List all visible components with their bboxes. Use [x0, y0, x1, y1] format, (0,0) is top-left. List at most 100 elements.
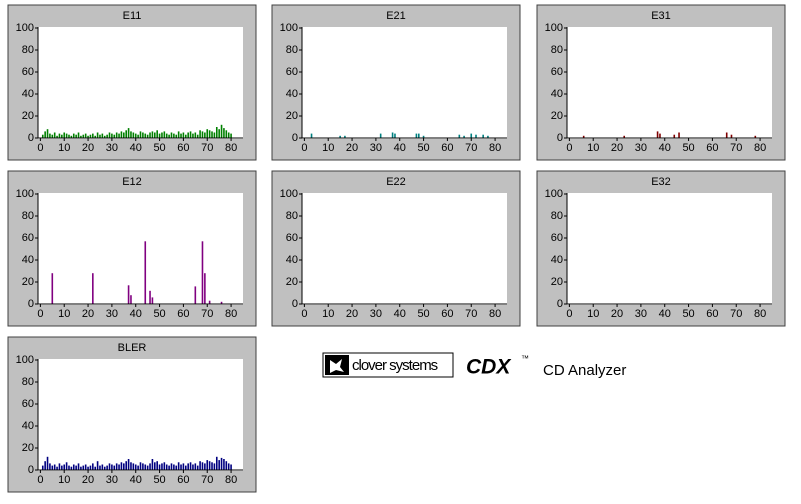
bar	[463, 135, 465, 138]
x-tick-label: 30	[106, 308, 118, 320]
logo: clover systems	[322, 352, 454, 378]
bar	[53, 132, 56, 138]
plot-area	[38, 359, 243, 471]
bar	[163, 131, 166, 138]
chart-title: BLER	[118, 342, 147, 354]
bar	[49, 133, 51, 138]
bar	[225, 461, 228, 470]
plot-area	[567, 27, 772, 139]
bar	[189, 462, 192, 470]
bar	[215, 456, 218, 470]
x-tick-label: 40	[659, 308, 671, 320]
x-tick-label: 20	[346, 308, 358, 320]
bar	[725, 132, 728, 138]
bar	[475, 134, 477, 138]
bar	[51, 273, 54, 304]
x-tick-label: 20	[346, 142, 358, 154]
bar	[44, 461, 46, 470]
y-tick-label: 60	[551, 66, 563, 78]
bar	[211, 131, 213, 138]
bar	[151, 459, 154, 470]
x-tick-label: 70	[465, 142, 477, 154]
bar	[184, 465, 187, 470]
x-tick-label: 10	[322, 308, 334, 320]
bar	[130, 295, 132, 304]
y-tick-label: 20	[286, 276, 298, 288]
bar	[673, 134, 676, 138]
bar	[754, 135, 757, 138]
bar	[137, 465, 139, 470]
x-tick-label: 50	[417, 142, 429, 154]
bar	[204, 132, 206, 138]
y-tick-label: 100	[545, 188, 563, 200]
y-tick-label: 40	[286, 88, 298, 100]
x-tick-label: 70	[201, 308, 213, 320]
y-tick-label: 100	[545, 22, 563, 34]
bar	[168, 465, 170, 470]
bar	[470, 133, 473, 138]
bar	[204, 463, 206, 470]
bar	[192, 464, 194, 470]
bar	[487, 135, 489, 138]
bar	[92, 273, 94, 304]
bar	[46, 129, 49, 138]
bar	[194, 132, 197, 138]
x-tick-label: 70	[201, 474, 213, 486]
bar	[63, 132, 66, 138]
bar	[127, 285, 130, 304]
bar	[659, 133, 661, 138]
bar	[180, 464, 182, 470]
bar	[165, 133, 168, 138]
bar	[149, 463, 151, 470]
bar	[227, 463, 230, 470]
bar	[127, 459, 130, 470]
x-tick-label: 60	[441, 308, 453, 320]
chart-panel: E32 0 20 40 60 80 100 0 10 20 30 40 50 60 70 80	[536, 170, 786, 327]
bar	[154, 462, 156, 470]
bar	[211, 462, 213, 470]
y-tick-label: 80	[551, 44, 563, 56]
x-tick-label: 60	[177, 308, 189, 320]
bar	[41, 465, 44, 470]
bar	[182, 132, 185, 138]
chart-title: E11	[123, 10, 142, 22]
bar	[94, 466, 97, 470]
bar	[72, 464, 75, 470]
chart-title: E31	[651, 10, 671, 22]
bar	[115, 463, 118, 470]
bar	[223, 459, 225, 470]
bar	[49, 463, 51, 470]
x-tick-label: 70	[730, 142, 742, 154]
bar	[213, 463, 216, 470]
plot-area	[302, 193, 507, 305]
y-tick-label: 20	[22, 110, 34, 122]
bar	[139, 131, 142, 138]
logo-mark	[330, 359, 344, 373]
bar	[206, 460, 209, 470]
y-tick-label: 0	[28, 132, 34, 144]
bar	[146, 465, 149, 470]
y-tick-label: 60	[551, 232, 563, 244]
bar	[68, 134, 70, 138]
bar	[192, 133, 194, 138]
bar	[170, 132, 173, 138]
bar	[379, 133, 382, 138]
x-tick-label: 70	[730, 308, 742, 320]
x-tick-label: 50	[153, 474, 165, 486]
y-tick-label: 40	[22, 420, 34, 432]
y-tick-label: 100	[280, 188, 298, 200]
bar	[582, 135, 585, 138]
bar	[132, 463, 135, 470]
plot-area	[38, 193, 243, 305]
bar	[99, 134, 101, 138]
bar	[77, 132, 80, 138]
bar	[61, 465, 63, 470]
bar	[149, 290, 151, 304]
bar	[230, 464, 232, 470]
bar	[220, 124, 223, 138]
bar	[115, 132, 118, 138]
bar	[111, 464, 113, 470]
bar	[196, 134, 199, 138]
x-tick-label: 80	[225, 474, 237, 486]
